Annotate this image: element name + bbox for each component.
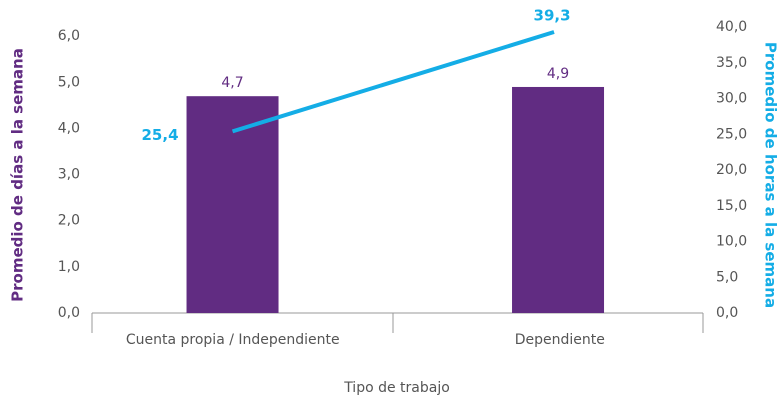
y2-tick-label: 30,0	[716, 91, 747, 107]
bar	[512, 86, 605, 313]
x-tick-label: Dependiente	[515, 332, 605, 348]
y2-tick-label: 0,0	[716, 305, 738, 321]
x-axis-label: Tipo de trabajo	[343, 380, 450, 396]
bar-value-label: 4,7	[221, 75, 243, 91]
y2-axis-label: Promedio de horas a la semana	[762, 42, 779, 308]
y2-tick-label: 25,0	[716, 126, 747, 142]
y-tick-label: 1,0	[58, 259, 80, 275]
line-value-label: 25,4	[142, 126, 179, 144]
y2-tick-label: 5,0	[716, 269, 738, 285]
y-axis-label: Promedio de días a la semana	[9, 48, 27, 302]
line	[231, 30, 555, 134]
y2-tick-label: 35,0	[716, 55, 747, 71]
bar-value-label: 4,9	[547, 66, 569, 82]
bar	[186, 96, 279, 314]
y2-tick-label: 10,0	[716, 234, 747, 250]
y-tick-label: 6,0	[58, 28, 80, 44]
y-tick-label: 0,0	[58, 305, 80, 321]
y-tick-label: 3,0	[58, 167, 80, 183]
y-tick-label: 4,0	[58, 120, 80, 136]
y-tick-label: 2,0	[58, 213, 80, 229]
line-value-label: 39,3	[534, 7, 571, 25]
y2-tick-label: 15,0	[716, 198, 747, 214]
y-tick-label: 5,0	[58, 74, 80, 90]
y2-tick-label: 40,0	[716, 19, 747, 35]
x-tick-label: Cuenta propia / Independiente	[126, 332, 340, 348]
y2-tick-label: 20,0	[716, 162, 747, 178]
